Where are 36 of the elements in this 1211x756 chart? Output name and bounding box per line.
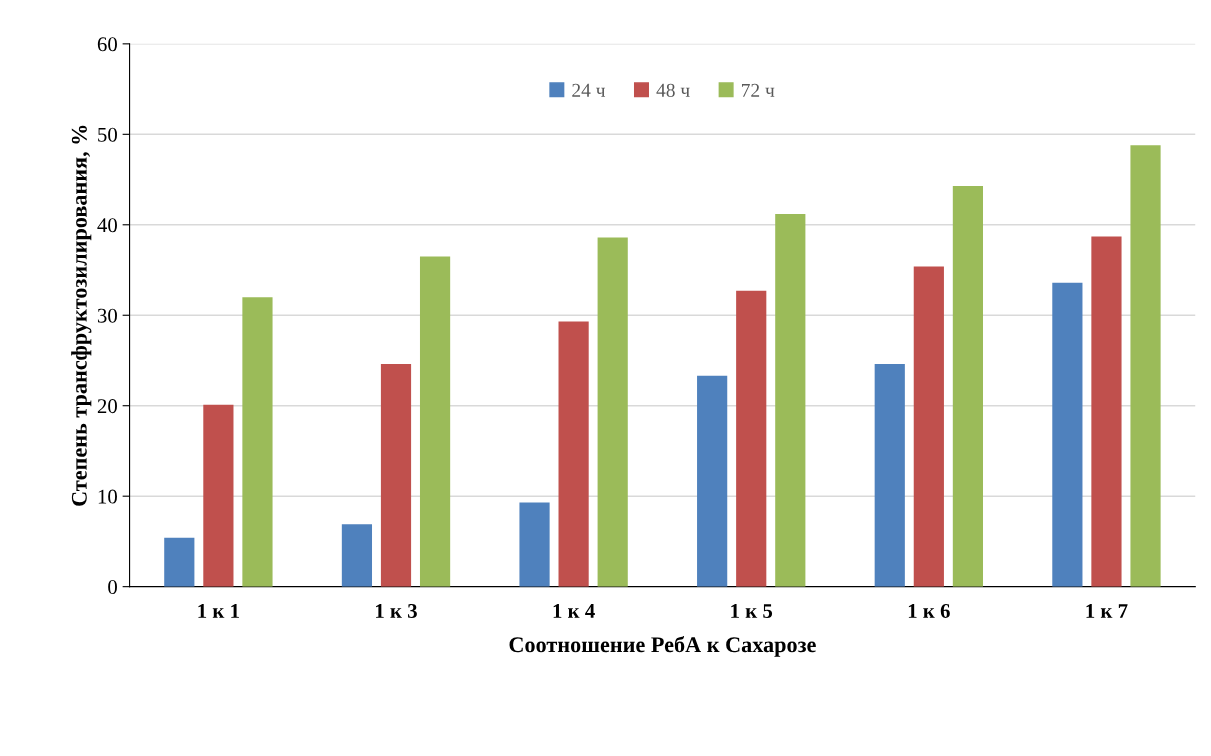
bar (697, 375, 728, 587)
x-tick-label: 1 к 5 (731, 604, 773, 618)
bar (1091, 236, 1122, 587)
bar (380, 364, 412, 587)
bar (874, 364, 905, 587)
bar (1130, 145, 1161, 587)
y-tick-label: 40 (97, 218, 117, 233)
y-tick-label: 60 (97, 37, 117, 52)
y-tick-label: 50 (98, 127, 117, 142)
x-tick-label: 1 к 3 (376, 603, 417, 618)
legend-label: 48 ч (656, 83, 690, 97)
bar (775, 213, 806, 587)
x-tick-label: 1 к 1 (198, 604, 239, 618)
bar (597, 237, 628, 587)
bar (164, 537, 195, 587)
bar (519, 502, 550, 587)
y-tick-label: 10 (98, 489, 117, 504)
bar (242, 297, 273, 587)
bar (736, 290, 767, 587)
bar (913, 266, 944, 587)
bar (341, 524, 373, 587)
x-tick-label: 1 к 7 (1086, 604, 1128, 618)
bar (952, 185, 984, 587)
y-tick-label: 20 (97, 399, 117, 414)
bar (558, 321, 589, 587)
bar (419, 256, 451, 587)
y-tick-label: 0 (108, 580, 117, 595)
x-tick-label: 1 к 6 (908, 603, 950, 618)
y-axis-title: Степень трансфруктозилирования, % (71, 125, 92, 506)
x-axis-title: Соотношение РебА к Сахарозе (509, 636, 816, 657)
y-tick-label: 30 (97, 308, 117, 323)
bar (1052, 282, 1083, 587)
legend-label: 24 ч (572, 83, 606, 97)
x-tick-label: 1 к 4 (553, 604, 595, 618)
legend-label: 72 ч (741, 83, 775, 97)
bar (203, 404, 234, 587)
